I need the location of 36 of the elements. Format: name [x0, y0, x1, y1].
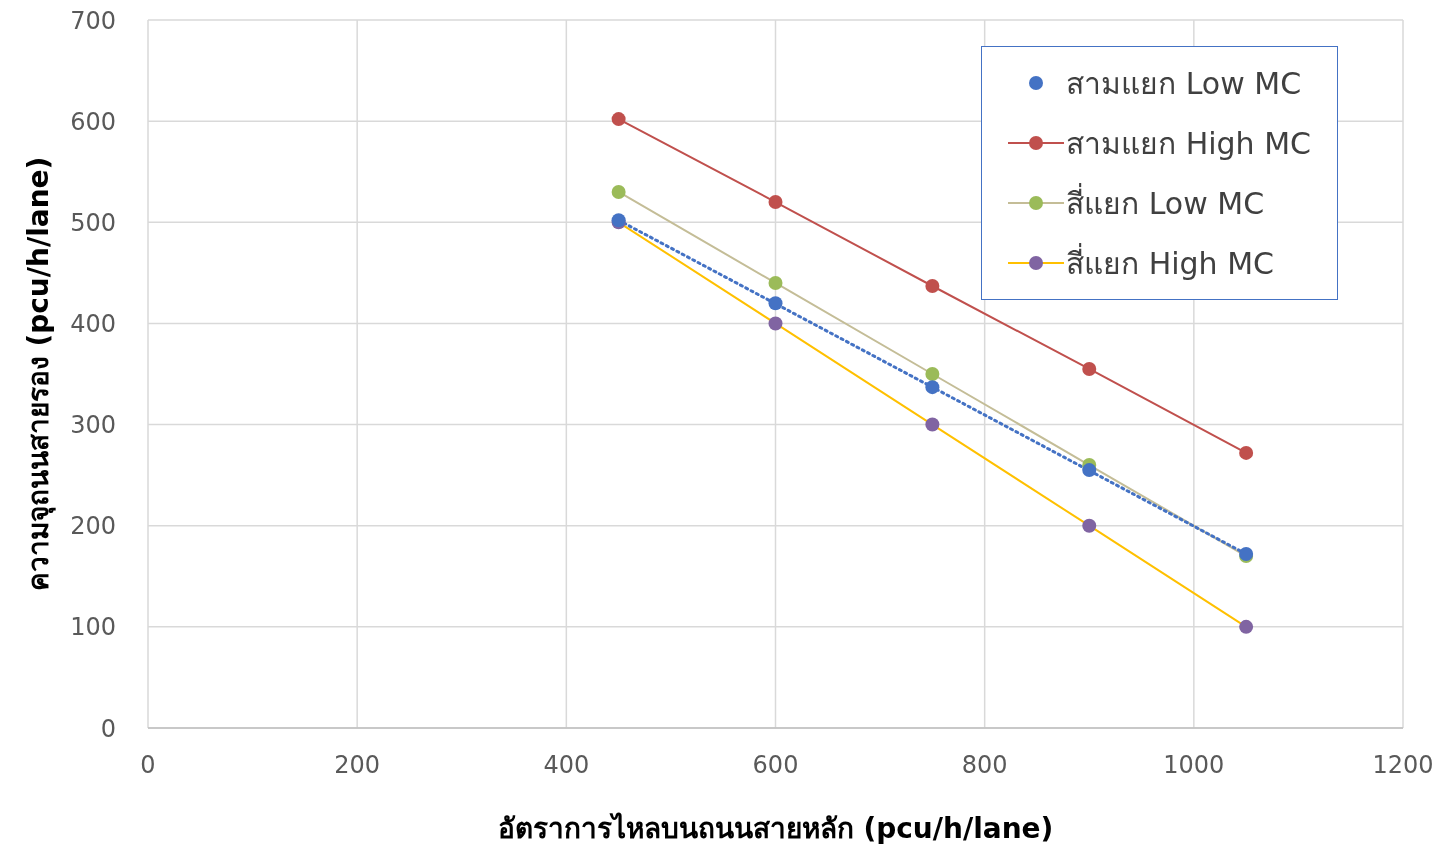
point [1082, 361, 1097, 376]
point [611, 112, 626, 127]
x-tick-label: 400 [543, 751, 590, 780]
point [925, 417, 940, 432]
point [1239, 619, 1254, 634]
point [768, 195, 783, 210]
point [925, 380, 940, 395]
y-tick-label: 500 [70, 208, 116, 237]
x-tick-label: 1000 [1163, 751, 1225, 780]
legend-label: สี่แยก Low MC [1066, 182, 1265, 223]
point [925, 279, 940, 294]
y-tick-label: 600 [70, 107, 116, 136]
x-axis-title: อัตราการไหลบนถนนสายหลัก (pcu/h/lane) [497, 812, 1054, 845]
x-tick-label: 800 [961, 751, 1008, 780]
x-tick-label: 0 [140, 751, 156, 780]
point [768, 275, 783, 290]
y-tick-label: 100 [70, 613, 116, 642]
y-tick-label: 0 [100, 714, 116, 743]
x-tick-label: 200 [334, 751, 381, 780]
y-tick-label: 300 [70, 411, 116, 440]
x-tick-label: 600 [752, 751, 799, 780]
point [1082, 518, 1097, 533]
point [611, 184, 626, 199]
x-tick-label: 1200 [1372, 751, 1434, 780]
point [768, 296, 783, 311]
legend-label: สี่แยก High MC [1066, 242, 1274, 283]
legend-label: สามแยก High MC [1066, 124, 1311, 163]
point [768, 316, 783, 331]
legend-label: สามแยก Low MC [1066, 64, 1302, 103]
y-tick-label: 700 [70, 6, 116, 35]
point [925, 367, 940, 381]
y-axis-title: ความจุถนนสายรอง (pcu/h/lane) [21, 156, 56, 592]
point [1239, 445, 1254, 460]
y-tick-label: 200 [70, 512, 116, 541]
y-tick-label: 400 [70, 309, 116, 338]
point [1082, 463, 1097, 478]
